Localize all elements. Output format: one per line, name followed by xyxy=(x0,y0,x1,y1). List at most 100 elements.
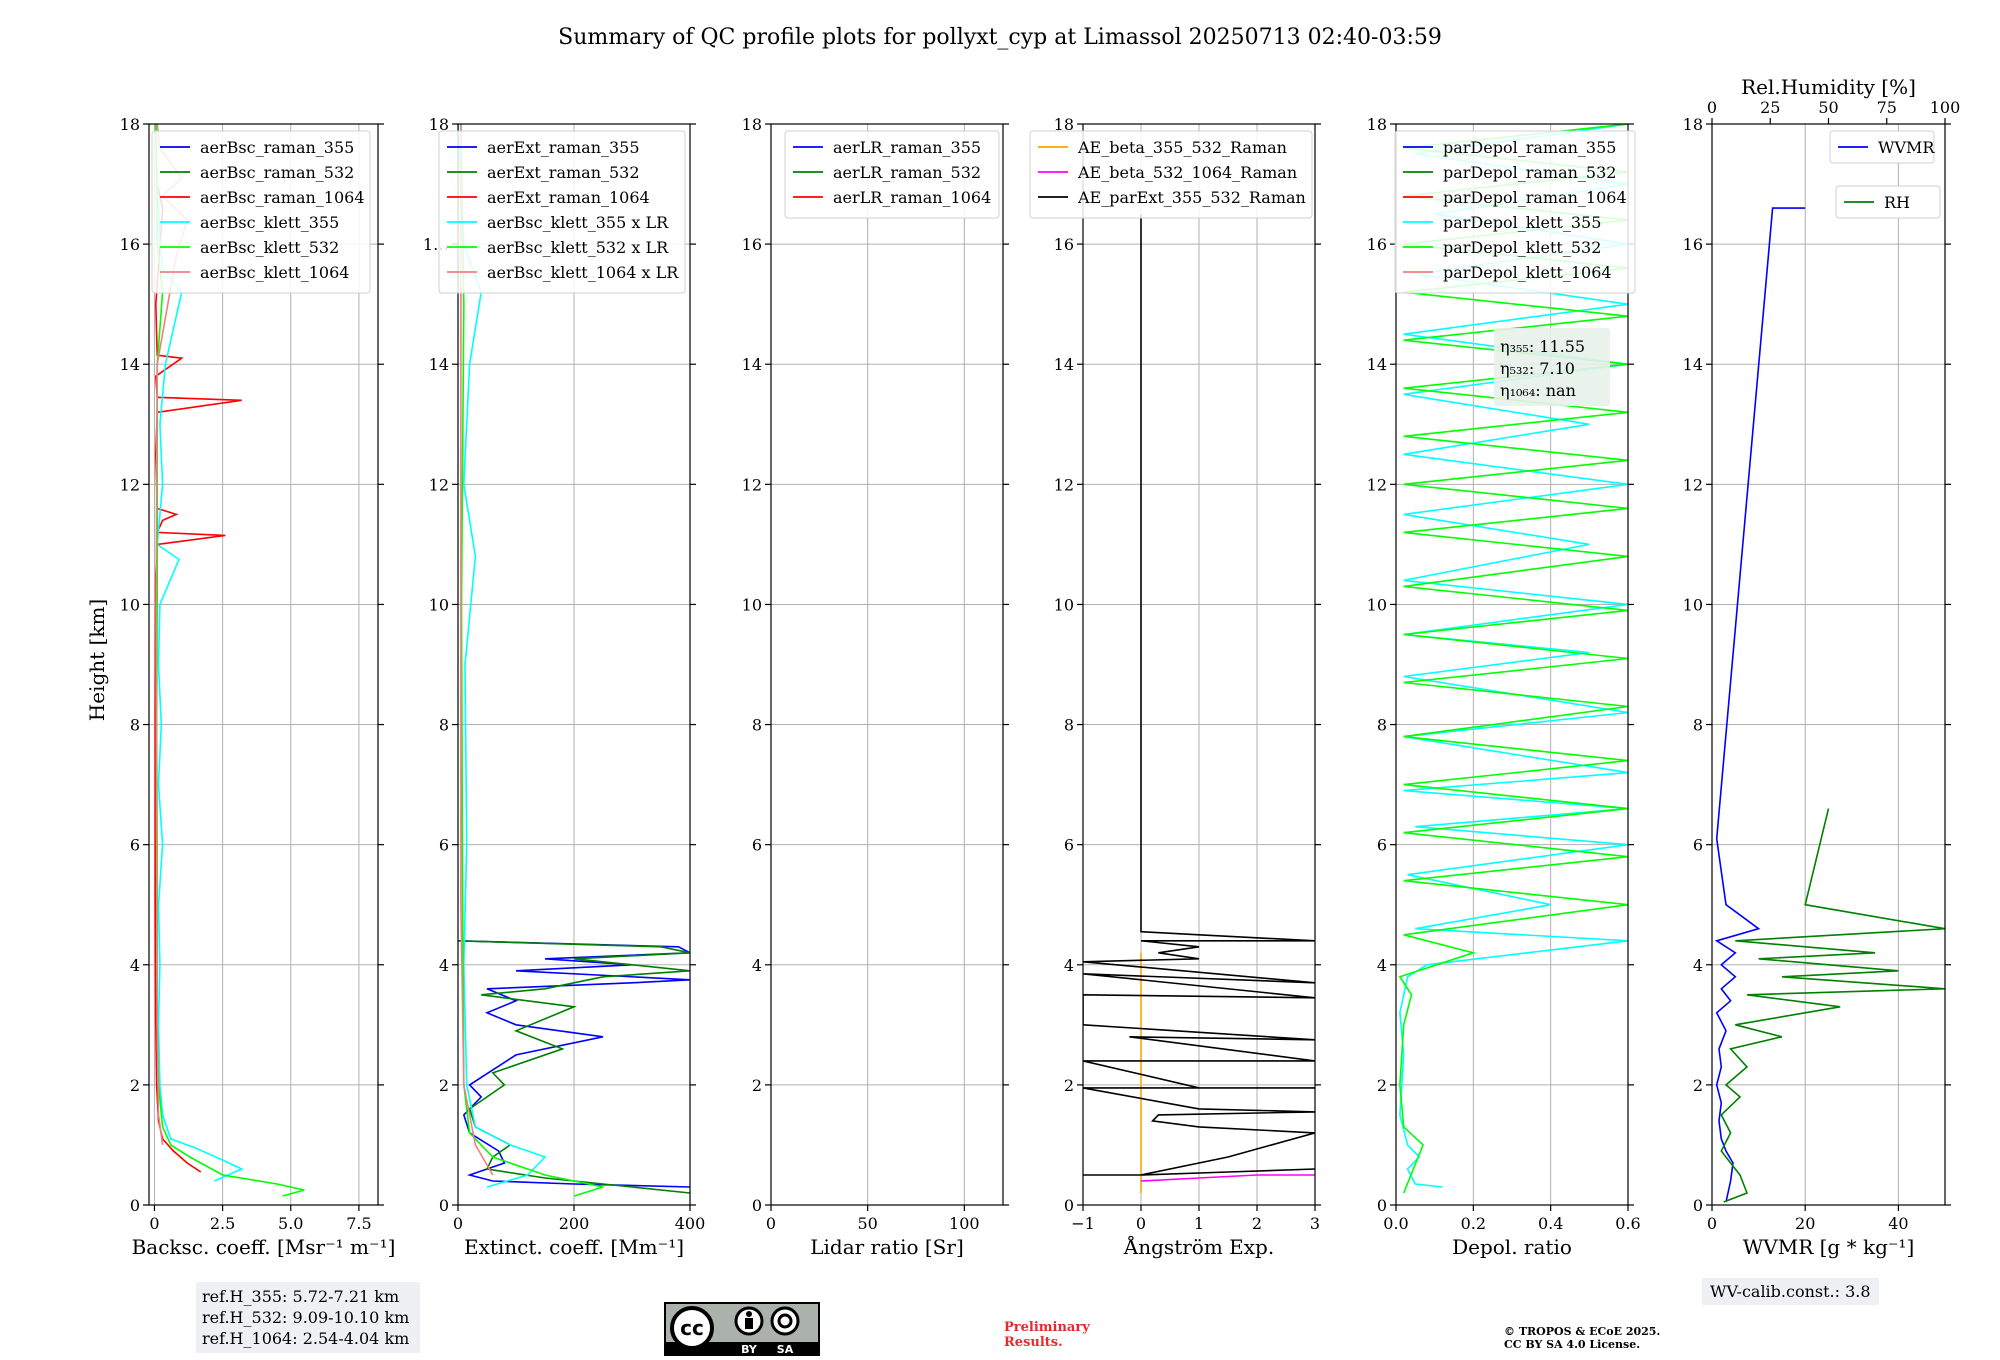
y-tick-label: 2 xyxy=(130,1076,140,1095)
y-tick-label: 2 xyxy=(1693,1076,1703,1095)
x-tick-label: 200 xyxy=(559,1214,590,1233)
legend-label: parDepol_raman_355 xyxy=(1443,138,1616,157)
x2-tick-label: 0 xyxy=(1707,98,1717,117)
legend-label: aerBsc_klett_532 x LR xyxy=(487,238,669,257)
cc-icon-label: cc xyxy=(680,1316,704,1340)
x2-tick-label: 75 xyxy=(1877,98,1897,117)
ref-height-1064: ref.H_1064: 2.54-4.04 km xyxy=(202,1329,410,1348)
y-tick-label: 14 xyxy=(1367,355,1387,374)
y-axis-label: Height [km] xyxy=(85,599,109,721)
legend-label: RH xyxy=(1884,193,1910,212)
y-tick-label: 2 xyxy=(752,1076,762,1095)
x-tick-label: 2.5 xyxy=(210,1214,235,1233)
y-tick-label: 0 xyxy=(1377,1196,1387,1215)
y-tick-label: 4 xyxy=(752,956,762,975)
y-tick-label: 2 xyxy=(1377,1076,1387,1095)
x-tick-label: 0.0 xyxy=(1383,1214,1408,1233)
y-tick-label: 16 xyxy=(1367,235,1387,254)
sa-label: SA xyxy=(777,1343,794,1356)
x-tick-label: 7.5 xyxy=(346,1214,371,1233)
series-line xyxy=(460,124,604,1197)
series-line xyxy=(1399,124,1628,1188)
legend-box xyxy=(1835,185,1941,219)
y-tick-label: 14 xyxy=(742,355,762,374)
copyright-line-1: © TROPOS & ECoE 2025. xyxy=(1504,1325,1661,1338)
y-tick-label: 16 xyxy=(1683,235,1703,254)
x-axis-label: Depol. ratio xyxy=(1452,1235,1572,1259)
legend-label: parDepol_klett_1064 xyxy=(1443,263,1612,282)
y-tick-label: 10 xyxy=(1367,595,1387,614)
legend-label: aerBsc_klett_1064 xyxy=(200,263,349,282)
y-tick-label: 8 xyxy=(439,716,449,735)
axes-frame xyxy=(1395,123,1629,1206)
legend-label: aerExt_raman_355 xyxy=(487,138,640,157)
legend-label: AE_parExt_355_532_Raman xyxy=(1077,188,1306,207)
series-line xyxy=(460,124,494,1176)
legend-label: aerBsc_klett_1064 x LR xyxy=(487,263,679,282)
y-tick-label: 4 xyxy=(1693,956,1703,975)
y-tick-label: 0 xyxy=(439,1196,449,1215)
y-tick-label: 4 xyxy=(1064,956,1074,975)
y-tick-label: 16 xyxy=(1054,235,1074,254)
y-tick-label: 10 xyxy=(1683,595,1703,614)
preliminary-line-2: Results. xyxy=(1004,1335,1063,1350)
legend-label: parDepol_klett_355 xyxy=(1443,213,1601,232)
legend-label: aerBsc_raman_1064 xyxy=(200,188,365,207)
y-tick-label: 14 xyxy=(1683,355,1703,374)
series-line xyxy=(1140,1174,1315,1182)
legend-label: AE_beta_532_1064_Raman xyxy=(1077,163,1297,182)
legend-label: parDepol_raman_1064 xyxy=(1443,188,1627,207)
x2-axis-label: Rel.Humidity [%] xyxy=(1741,75,1916,99)
preliminary-results-note: Preliminary Results. xyxy=(1004,1320,1090,1350)
eta-box xyxy=(1494,328,1610,406)
y-tick-label: 18 xyxy=(742,115,762,134)
y-tick-label: 0 xyxy=(1064,1196,1074,1215)
y-tick-label: 16 xyxy=(120,235,140,254)
y-tick-label: 8 xyxy=(1064,716,1074,735)
legend-label: AE_beta_355_532_Raman xyxy=(1077,138,1287,157)
series-line xyxy=(458,124,547,1188)
x-axis-label: WVMR [g * kg⁻¹] xyxy=(1743,1235,1915,1259)
y-tick-label: 4 xyxy=(1377,956,1387,975)
copyright-note: © TROPOS & ECoE 2025. CC BY SA 4.0 Licen… xyxy=(1504,1325,1660,1351)
x-tick-label: 20 xyxy=(1795,1214,1815,1233)
y-tick-label: 12 xyxy=(1683,475,1703,494)
y-tick-label: 8 xyxy=(1693,716,1703,735)
ref-height-355: ref.H_355: 5.72-7.21 km xyxy=(202,1287,400,1306)
legend-label: aerLR_raman_1064 xyxy=(833,188,991,207)
x-tick-label: 0 xyxy=(766,1214,776,1233)
y-tick-label: 8 xyxy=(752,716,762,735)
y-tick-label: 8 xyxy=(130,716,140,735)
legend-label: aerExt_raman_1064 xyxy=(487,188,650,207)
x-tick-label: 100 xyxy=(949,1214,980,1233)
y-tick-label: 6 xyxy=(439,836,449,855)
preliminary-line-1: Preliminary xyxy=(1004,1320,1090,1335)
x-tick-label: 0.2 xyxy=(1461,1214,1486,1233)
y-tick-label: 10 xyxy=(120,595,140,614)
y-tick-label: 14 xyxy=(1054,355,1074,374)
y-tick-label: 18 xyxy=(1367,115,1387,134)
legend-box xyxy=(438,130,686,294)
wv-calibration-box: WV-calib.const.: 3.8 xyxy=(1702,1278,1879,1305)
y-tick-label: 4 xyxy=(439,956,449,975)
series-line xyxy=(1083,214,1315,1176)
cc-by-sa-license-logo: cc BY SA xyxy=(664,1302,820,1356)
cc-icon xyxy=(670,1306,714,1350)
legend-label: aerLR_raman_532 xyxy=(833,163,981,182)
legend-box xyxy=(784,130,1000,219)
legend-box xyxy=(1829,130,1935,164)
y-tick-label: 2 xyxy=(439,1076,449,1095)
x2-tick-label: 50 xyxy=(1818,98,1838,117)
y-tick-label: 0 xyxy=(130,1196,140,1215)
x-tick-label: 1 xyxy=(1194,1214,1204,1233)
y-tick-label: 2 xyxy=(1064,1076,1074,1095)
legend-label: aerBsc_klett_355 xyxy=(200,213,339,232)
legend-label: aerExt_raman_532 xyxy=(487,163,640,182)
x-axis-label: Backsc. coeff. [Msr⁻¹ m⁻¹] xyxy=(132,1235,396,1259)
by-label: BY xyxy=(741,1343,758,1356)
x-tick-label: −1 xyxy=(1071,1214,1095,1233)
x2-tick-label: 100 xyxy=(1930,98,1961,117)
